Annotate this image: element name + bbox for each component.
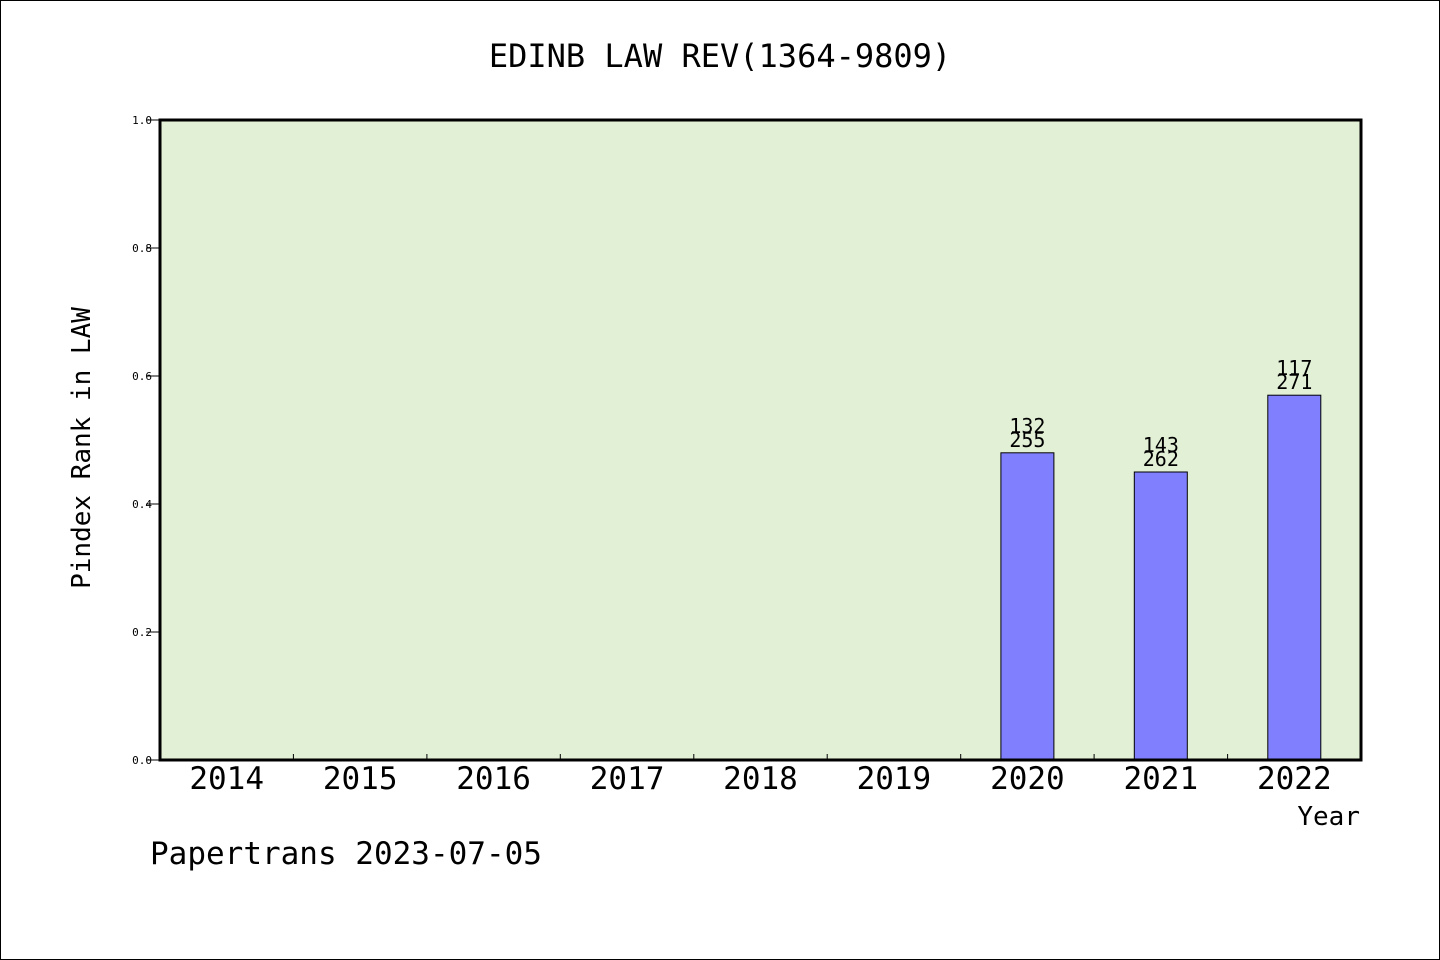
- chart-title: EDINB LAW REV(1364-9809): [489, 37, 951, 75]
- x-tick-label-2022: 2022: [1257, 761, 1332, 797]
- x-tick-label-2018: 2018: [723, 761, 798, 797]
- footer-text: Papertrans 2023-07-05: [150, 836, 542, 872]
- bar-label-top-2022: 117: [1276, 356, 1312, 380]
- bar-2021: [1133, 471, 1188, 761]
- bar-2022: [1267, 394, 1322, 761]
- plot-frame: [158, 118, 1363, 762]
- y-tick-label-0.4: 0.4: [132, 498, 152, 511]
- bar-label-top-2020: 132: [1009, 414, 1045, 438]
- bar-label-bottom-2021: 262: [1143, 447, 1179, 471]
- bar-label-top-2021: 143: [1143, 433, 1179, 457]
- x-tick-label-2019: 2019: [857, 761, 932, 797]
- x-ticks: 2014 2015 2016 2017 2018 2019 2020 2021 2022: [189, 754, 1332, 797]
- y-tick-label-0.6: 0.6: [132, 370, 152, 383]
- bar-label-bottom-2020: 255: [1009, 428, 1045, 452]
- y-axis-label: Pindex Rank in LAW: [67, 307, 97, 589]
- y-tick-label-0.2: 0.2: [132, 626, 152, 639]
- x-tick-label-2021: 2021: [1123, 761, 1198, 797]
- x-tick-label-2014: 2014: [189, 761, 264, 797]
- x-tick-label-2020: 2020: [990, 761, 1065, 797]
- y-tick-label-0.8: 0.8: [132, 242, 152, 255]
- x-tick-label-2015: 2015: [323, 761, 398, 797]
- x-tick-label-2016: 2016: [456, 761, 531, 797]
- bar-2020: [1000, 452, 1055, 761]
- y-ticks: 0.0 0.2 0.4 0.6 0.8 1.0: [132, 114, 160, 767]
- x-axis-label: Year: [1297, 802, 1360, 832]
- y-tick-label-0.0: 0.0: [132, 754, 152, 767]
- bar-label-bottom-2022: 271: [1276, 370, 1312, 394]
- x-tick-label-2017: 2017: [590, 761, 665, 797]
- y-tick-label-1.0: 1.0: [132, 114, 152, 127]
